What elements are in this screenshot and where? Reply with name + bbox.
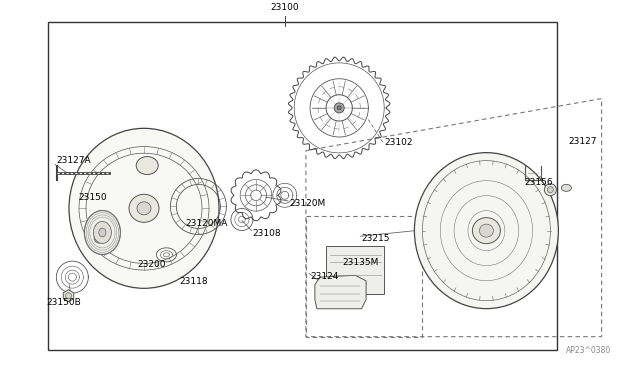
Text: 23100: 23100 [271,3,299,12]
Ellipse shape [136,157,158,174]
Text: 23118: 23118 [179,278,208,286]
Bar [326,246,384,294]
Circle shape [94,233,104,243]
Text: AP23^0380: AP23^0380 [566,346,611,355]
Bar [48,22,557,350]
Text: 23215: 23215 [362,234,390,243]
Text: 23127A: 23127A [56,156,91,165]
Ellipse shape [415,153,559,309]
Ellipse shape [99,228,106,237]
Polygon shape [315,275,366,309]
Circle shape [337,106,341,110]
Text: 23156: 23156 [525,178,554,187]
Polygon shape [63,290,74,302]
Text: 23127: 23127 [568,137,597,146]
Text: 23120M: 23120M [289,199,326,208]
Ellipse shape [84,211,120,254]
Text: 23150B: 23150B [46,298,81,307]
Text: 23150: 23150 [78,193,107,202]
Ellipse shape [93,221,111,244]
Ellipse shape [69,128,219,288]
Ellipse shape [479,224,493,237]
Ellipse shape [129,194,159,222]
Circle shape [65,293,72,299]
Text: 23120MA: 23120MA [186,219,228,228]
Text: 23135M: 23135M [342,258,379,267]
Ellipse shape [137,202,151,215]
Text: 23102: 23102 [384,138,413,147]
Text: 23200: 23200 [138,260,166,269]
Circle shape [545,184,556,196]
Ellipse shape [561,185,572,191]
Ellipse shape [472,218,500,244]
Text: 23108: 23108 [253,229,282,238]
Text: 23124: 23124 [310,272,339,280]
Circle shape [334,103,344,113]
Circle shape [547,187,554,193]
